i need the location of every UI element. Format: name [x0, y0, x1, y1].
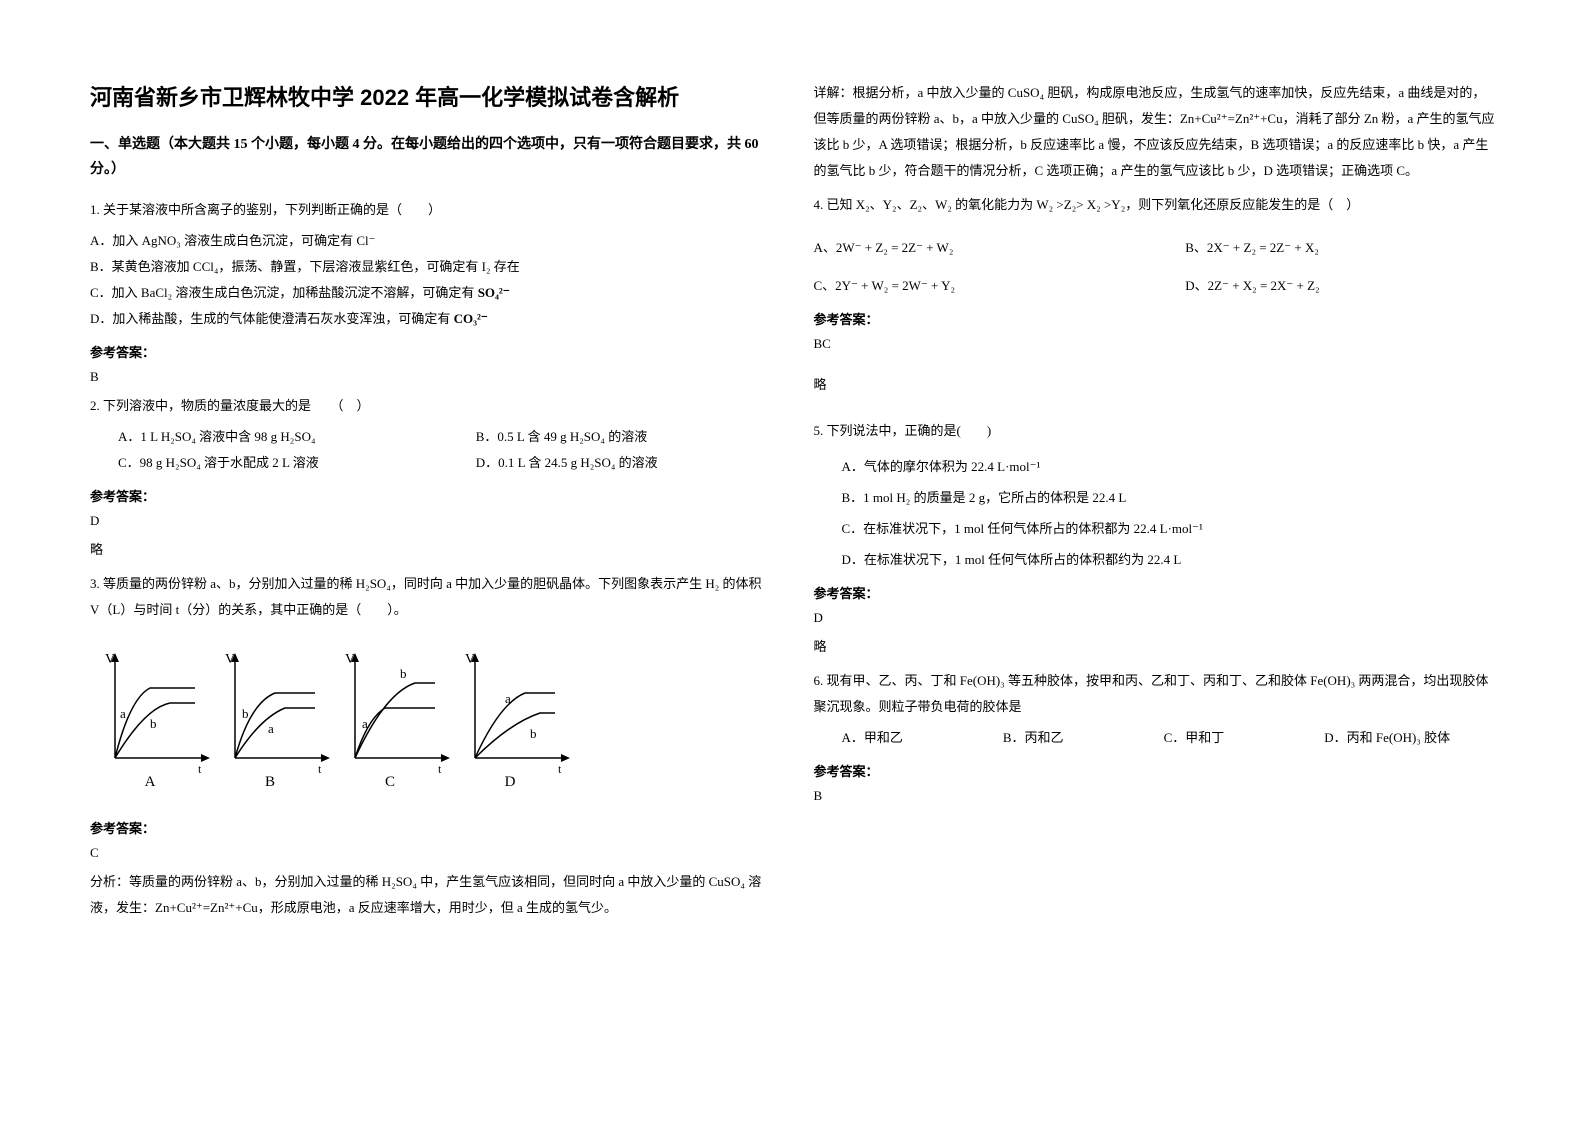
q2-optB: B．0.5 L 含 49 g H₂SO₄ 的溶液	[476, 424, 774, 450]
q5-optC: C．在标准状况下，1 mol 任何气体所占的体积都为 22.4 L·mol⁻¹	[814, 516, 1498, 542]
q5-optA: A．气体的摩尔体积为 22.4 L·mol⁻¹	[814, 454, 1498, 480]
q6-stem: 6. 现有甲、乙、丙、丁和 Fe(OH)₃ 等五种胶体，按甲和丙、乙和丁、丙和丁…	[814, 668, 1498, 720]
q2-optD: D．0.1 L 含 24.5 g H₂SO₄ 的溶液	[476, 450, 774, 476]
q4-answer-label: 参考答案：	[814, 309, 1498, 328]
svg-text:t: t	[558, 762, 562, 776]
q1-optD-prefix: D．加入稀盐酸，生成的气体能使澄清石灰水变浑浊，可确定有	[90, 311, 450, 326]
svg-text:V: V	[465, 652, 475, 667]
q2-note: 略	[90, 537, 774, 563]
q1-optC-formula: SO₄²⁻	[478, 285, 510, 300]
q2-answer: D	[90, 513, 774, 529]
q6-answer-label: 参考答案：	[814, 761, 1498, 780]
q1-answer: B	[90, 369, 774, 385]
q4-optC: C、2Y⁻ + W₂ = 2W⁻ + Y₂	[814, 273, 1126, 299]
q5-answer: D	[814, 610, 1498, 626]
q1-stem: 1. 关于某溶液中所含离子的鉴别，下列判断正确的是（ ）	[90, 197, 774, 223]
q1-optB: B．某黄色溶液加 CCl₄，振荡、静置，下层溶液显紫红色，可确定有 I₂ 存在	[90, 254, 774, 280]
svg-text:A: A	[145, 774, 156, 790]
q3-detail: 详解：根据分析，a 中放入少量的 CuSO₄ 胆矾，构成原电池反应，生成氢气的速…	[814, 80, 1498, 184]
q1-optD-formula: CO₃²⁻	[454, 311, 488, 326]
q1-answer-label: 参考答案：	[90, 342, 774, 361]
page-title: 河南省新乡市卫辉林牧中学 2022 年高一化学模拟试卷含解析	[90, 80, 774, 112]
q3-answer: C	[90, 845, 774, 861]
svg-text:a: a	[505, 691, 511, 706]
q3-detail-text: 根据分析，a 中放入少量的 CuSO₄ 胆矾，构成原电池反应，生成氢气的速率加快…	[814, 85, 1495, 178]
svg-text:a: a	[362, 716, 368, 731]
q6-answer: B	[814, 788, 1498, 804]
q2-row2: C．98 g H₂SO₄ 溶于水配成 2 L 溶液 D．0.1 L 含 24.5…	[90, 450, 774, 476]
q5-optB: B．1 mol H₂ 的质量是 2 g，它所占的体积是 22.4 L	[814, 485, 1498, 511]
svg-text:b: b	[242, 706, 249, 721]
q1-optD: D．加入稀盐酸，生成的气体能使澄清石灰水变浑浊，可确定有 CO₃²⁻	[90, 306, 774, 332]
q4-optA: A、2W⁻ + Z₂ = 2Z⁻ + W₂	[814, 235, 1126, 261]
q1-optC-prefix: C．加入 BaCl₂ 溶液生成白色沉淀，加稀盐酸沉淀不溶解，可确定有	[90, 285, 474, 300]
svg-text:B: B	[265, 774, 275, 790]
svg-text:D: D	[505, 774, 516, 790]
q3-analysis-label: 分析：	[90, 874, 129, 889]
q6-optA: A．甲和乙	[842, 725, 903, 751]
q6-optC: C．甲和丁	[1164, 725, 1225, 751]
q4-stem: 4. 已知 X₂、Y₂、Z₂、W₂ 的氧化能力为 W₂ >Z₂> X₂ >Y₂，…	[814, 192, 1498, 218]
q6-row: A．甲和乙 B．丙和乙 C．甲和丁 D．丙和 Fe(OH)₃ 胶体	[814, 725, 1498, 751]
svg-text:V: V	[345, 652, 355, 667]
svg-text:C: C	[385, 774, 395, 790]
svg-text:a: a	[268, 721, 274, 736]
q4-row2: C、2Y⁻ + W₂ = 2W⁻ + Y₂ D、2Z⁻ + X₂ = 2X⁻ +…	[814, 273, 1498, 299]
svg-text:b: b	[400, 666, 407, 681]
q5-stem: 5. 下列说法中，正确的是( )	[814, 418, 1498, 444]
q4-optD: D、2Z⁻ + X₂ = 2X⁻ + Z₂	[1185, 273, 1497, 299]
q3-stem: 3. 等质量的两份锌粉 a、b，分别加入过量的稀 H₂SO₄，同时向 a 中加入…	[90, 571, 774, 623]
q3-answer-label: 参考答案：	[90, 818, 774, 837]
section-header: 一、单选题（本大题共 15 个小题，每小题 4 分。在每小题给出的四个选项中，只…	[90, 132, 774, 182]
q6-optB: B．丙和乙	[1003, 725, 1064, 751]
q5-answer-label: 参考答案：	[814, 583, 1498, 602]
q4-row1: A、2W⁻ + Z₂ = 2Z⁻ + W₂ B、2X⁻ + Z₂ = 2Z⁻ +…	[814, 235, 1498, 261]
q3-graphs: V t a b A V t b a B	[90, 638, 774, 798]
svg-text:b: b	[530, 726, 537, 741]
svg-text:V: V	[105, 652, 115, 667]
q6-optD: D．丙和 Fe(OH)₃ 胶体	[1324, 725, 1450, 751]
q4-note: 略	[814, 372, 1498, 398]
svg-text:t: t	[318, 762, 322, 776]
svg-text:a: a	[120, 706, 126, 721]
q2-optC: C．98 g H₂SO₄ 溶于水配成 2 L 溶液	[118, 450, 416, 476]
q1-optC: C．加入 BaCl₂ 溶液生成白色沉淀，加稀盐酸沉淀不溶解，可确定有 SO₄²⁻	[90, 280, 774, 306]
svg-text:t: t	[438, 762, 442, 776]
q3-detail-label: 详解：	[814, 85, 853, 100]
q4-answer: BC	[814, 336, 1498, 352]
q4-optB: B、2X⁻ + Z₂ = 2Z⁻ + X₂	[1185, 235, 1497, 261]
svg-text:V: V	[225, 652, 235, 667]
svg-text:t: t	[198, 762, 202, 776]
q3-analysis: 分析：等质量的两份锌粉 a、b，分别加入过量的稀 H₂SO₄ 中，产生氢气应该相…	[90, 869, 774, 921]
q5-note: 略	[814, 634, 1498, 660]
left-column: 河南省新乡市卫辉林牧中学 2022 年高一化学模拟试卷含解析 一、单选题（本大题…	[90, 80, 774, 1082]
q2-stem: 2. 下列溶液中，物质的量浓度最大的是 （ ）	[90, 393, 774, 419]
q2-optA: A．1 L H₂SO₄ 溶液中含 98 g H₂SO₄	[118, 424, 416, 450]
q2-answer-label: 参考答案：	[90, 486, 774, 505]
q1-optA: A．加入 AgNO₃ 溶液生成白色沉淀，可确定有 Cl⁻	[90, 228, 774, 254]
q5-optD: D．在标准状况下，1 mol 任何气体所占的体积都约为 22.4 L	[814, 547, 1498, 573]
right-column: 详解：根据分析，a 中放入少量的 CuSO₄ 胆矾，构成原电池反应，生成氢气的速…	[814, 80, 1498, 1082]
svg-text:b: b	[150, 716, 157, 731]
q3-analysis-text: 等质量的两份锌粉 a、b，分别加入过量的稀 H₂SO₄ 中，产生氢气应该相同，但…	[90, 874, 761, 915]
q2-row1: A．1 L H₂SO₄ 溶液中含 98 g H₂SO₄ B．0.5 L 含 49…	[90, 424, 774, 450]
